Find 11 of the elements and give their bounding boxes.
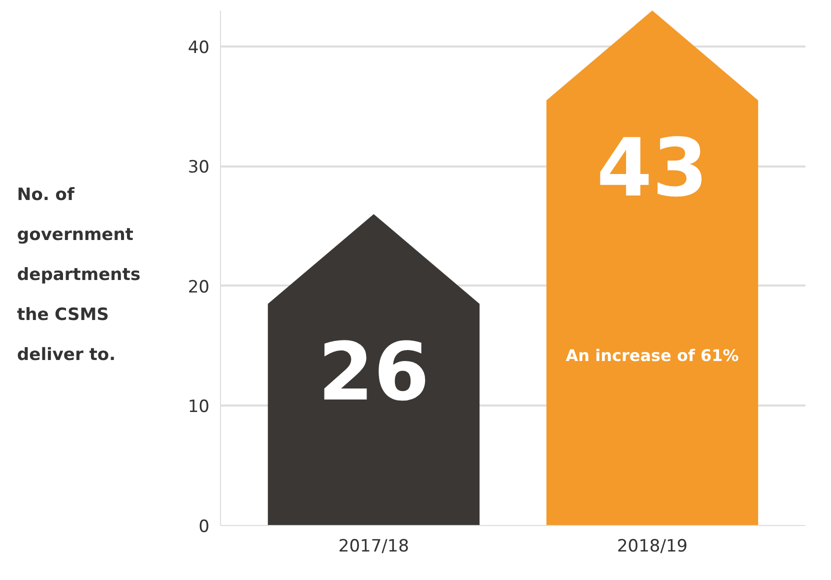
data-label: 26 [318,325,430,418]
annotation: An increase of 61% [566,346,739,366]
y-tick-label: 40 [188,38,210,58]
x-tick-label: 2017/18 [338,536,410,556]
data-label: 43 [596,122,708,215]
x-tick-label: 2018/19 [616,536,688,556]
y-tick-label: 20 [188,277,210,298]
y-tick-label: 30 [188,158,210,178]
y-tick-label: 0 [198,517,210,537]
y-tick-label: 10 [188,397,210,418]
y-axis-title: No. of government departments the CSMS deliver to. [17,184,142,367]
